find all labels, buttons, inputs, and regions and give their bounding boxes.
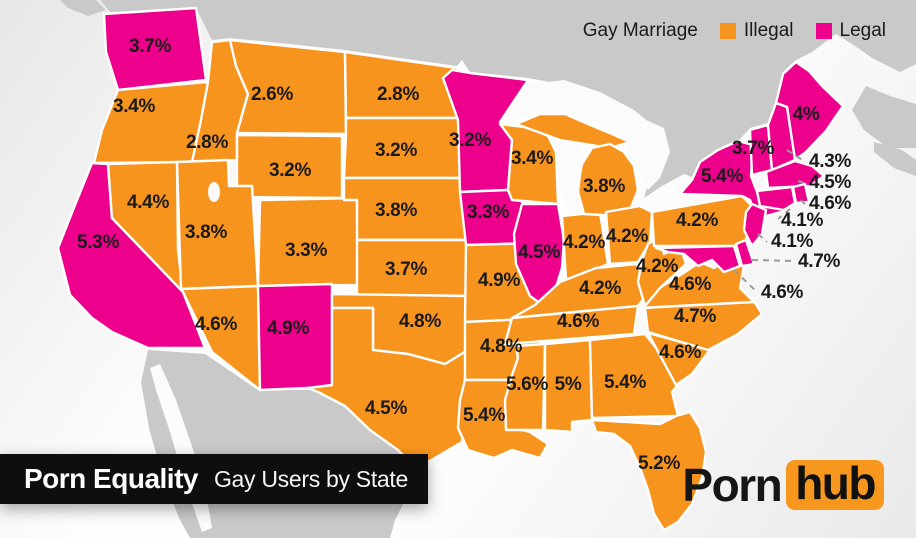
vancouver-island: [60, 0, 106, 16]
state-label-west-virginia: 4.2%: [636, 256, 679, 277]
state-label-oregon: 3.4%: [113, 96, 156, 117]
state-label-south-dakota: 3.2%: [375, 140, 418, 161]
state-label-mississippi: 5.6%: [506, 374, 549, 395]
state-label-maine: 4%: [793, 104, 820, 125]
state-label-florida: 5.2%: [638, 453, 681, 474]
callout-line-maryland: [733, 269, 757, 292]
state-michigan-upper-peninsula: [514, 112, 632, 150]
great-salt-lake: [208, 182, 220, 202]
state-label-nevada: 4.4%: [127, 192, 170, 213]
state-label-north-dakota: 2.8%: [377, 84, 420, 105]
state-label-north-carolina: 4.7%: [674, 306, 717, 327]
state-label-wisconsin: 3.4%: [511, 148, 554, 169]
callout-line-connecticut: [777, 208, 791, 220]
legend-legal-swatch: [815, 23, 832, 39]
state-label-new-york: 5.4%: [701, 166, 744, 187]
state-label-minnesota: 3.2%: [449, 130, 492, 151]
legend-title: Gay Marriage: [582, 20, 698, 41]
state-label-georgia: 5.4%: [604, 372, 647, 393]
state-label-arkansas: 4.8%: [480, 336, 523, 357]
brand-logo-part2: hub: [786, 460, 884, 510]
state-label-colorado: 3.3%: [285, 240, 328, 261]
state-label-new-hampshire: 4.3%: [809, 151, 852, 172]
canada-landmass: [100, 0, 916, 198]
state-label-michigan: 3.8%: [583, 176, 626, 197]
state-label-wyoming: 3.2%: [269, 160, 312, 181]
page-subtitle: Gay Users by State: [213, 465, 408, 492]
state-north-carolina: [643, 296, 764, 352]
state-label-massachusetts: 4.5%: [809, 172, 852, 193]
title-bar: Porn Equality Gay Users by State: [0, 454, 428, 504]
state-kentucky: [510, 262, 654, 320]
brand-logo: Porn hub: [682, 458, 884, 512]
lake-superior: [504, 80, 656, 142]
brand-logo-part1: Porn: [682, 459, 782, 511]
state-label-washington: 3.7%: [129, 36, 172, 57]
legend-illegal-swatch: [719, 23, 736, 39]
state-label-louisiana: 5.4%: [463, 405, 506, 426]
state-label-illinois: 4.5%: [518, 242, 561, 263]
state-label-rhode-island: 4.6%: [809, 193, 852, 214]
state-label-nebraska: 3.8%: [375, 200, 418, 221]
nova-scotia-landmass: [874, 142, 916, 176]
state-maryland: [654, 244, 742, 274]
state-massachusetts: [764, 159, 826, 190]
state-label-kansas: 3.7%: [385, 259, 428, 280]
state-label-south-carolina: 4.6%: [659, 342, 702, 363]
state-label-vermont: 3.7%: [732, 138, 775, 159]
new-brunswick-landmass: [852, 86, 916, 148]
state-label-delaware: 4.7%: [798, 251, 841, 272]
callout-line-rhode-island: [800, 199, 806, 205]
state-label-new-mexico: 4.9%: [267, 318, 310, 339]
state-label-virginia: 4.6%: [669, 274, 712, 295]
state-labels: 3.7% 3.4% 5.3% 4.4% 2.8% 2.6% 3.2% 3.8% …: [77, 36, 820, 474]
state-label-utah: 3.8%: [185, 222, 228, 243]
state-label-arizona: 4.6%: [195, 314, 238, 335]
state-label-kentucky: 4.2%: [579, 278, 622, 299]
state-florida: [590, 410, 708, 532]
state-michigan: [576, 142, 640, 218]
state-label-pennsylvania: 4.2%: [676, 210, 719, 231]
state-label-montana: 2.6%: [251, 84, 294, 105]
state-label-california: 5.3%: [77, 232, 120, 253]
state-texas: [306, 306, 470, 472]
state-label-missouri: 4.9%: [478, 270, 521, 291]
state-label-maryland: 4.6%: [761, 282, 804, 303]
lake-huron: [622, 120, 670, 190]
state-connecticut: [755, 185, 797, 212]
callout-line-new-jersey: [757, 233, 768, 243]
state-new-hampshire: [766, 101, 797, 172]
state-delaware: [734, 238, 756, 268]
state-arizona: [179, 284, 262, 392]
state-label-new-jersey: 4.1%: [771, 231, 814, 252]
state-label-ohio: 4.2%: [606, 226, 649, 247]
legend: Gay Marriage Illegal Legal: [583, 20, 886, 42]
callout-line-delaware: [751, 259, 795, 262]
legend-legal-label: Legal: [839, 20, 887, 41]
callouts: 4.3% 4.5% 4.6% 4.1% 4.1% 4.7% 4.6%: [733, 149, 852, 303]
state-label-iowa: 3.3%: [467, 202, 510, 223]
state-label-alabama: 5%: [555, 374, 582, 395]
legend-illegal-label: Illegal: [743, 20, 794, 41]
state-label-texas: 4.5%: [365, 398, 408, 419]
callout-line-massachusetts: [797, 180, 806, 184]
state-label-oklahoma: 4.8%: [399, 311, 442, 332]
callout-line-new-hampshire: [786, 149, 805, 162]
states-layer: [56, 6, 845, 532]
state-label-tennessee: 4.6%: [557, 311, 600, 332]
page-title: Porn Equality: [24, 463, 198, 494]
state-label-connecticut: 4.1%: [781, 210, 824, 231]
state-label-indiana: 4.2%: [563, 232, 606, 253]
state-label-idaho: 2.8%: [186, 132, 229, 153]
